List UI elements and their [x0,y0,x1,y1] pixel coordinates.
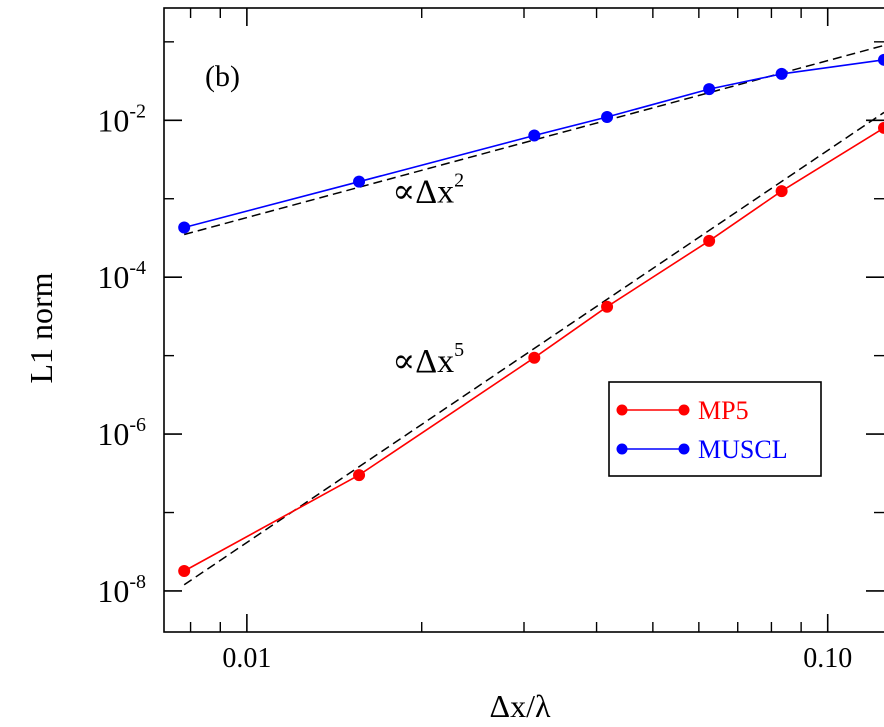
data-point-muscl [703,83,716,96]
y-tick-label: 10-8 [97,571,146,609]
y-tick-label: 10-4 [97,257,146,295]
y-tick-base: 10 [97,259,129,295]
data-point-mp5 [703,234,716,247]
reference-label-order-2: ∝Δx2 [392,170,464,211]
reference-labels: ∝Δx2∝Δx5 [392,170,464,380]
data-point-mp5 [878,121,884,134]
data-point-muscl [878,53,884,66]
y-axis-label: L1 norm [23,272,59,383]
data-point-mp5 [178,564,191,577]
data-point-mp5 [601,300,614,313]
data-point-mp5 [775,185,788,198]
data-point-muscl [528,129,541,142]
y-tick-base: 10 [97,416,129,452]
y-tick-exponent: -2 [129,100,146,122]
y-tick-label: 10-6 [97,414,146,452]
data-point-mp5 [353,469,366,482]
legend-marker-mp5-left [616,404,628,416]
reference-label-exponent: 2 [454,170,464,192]
plot-border [163,7,884,633]
data-point-mp5 [528,351,541,364]
legend-marker-muscl-left [616,443,628,455]
y-tick-label: 10-2 [97,100,146,138]
y-tick-exponent: -8 [129,571,146,593]
x-axis-label: Δx/λ [490,688,551,724]
y-tick-base: 10 [97,102,129,138]
data-point-muscl [353,175,366,188]
x-tick-label: 0.01 [222,643,271,674]
data-point-muscl [178,221,191,234]
legend-box [608,381,822,477]
reference-label-text: ∝Δx [392,343,454,380]
legend-label-muscl: MUSCL [698,435,788,464]
reference-label-order-5: ∝Δx5 [392,339,464,380]
legend-marker-muscl-right [678,443,690,455]
plot-frame [163,7,884,633]
y-tick-base: 10 [97,573,129,609]
reference-label-text: ∝Δx [392,174,454,211]
legend: MP5 MUSCL [608,381,822,477]
reference-line-order-5 [183,111,884,586]
data-point-muscl [601,111,614,124]
y-tick-exponent: -6 [129,414,146,436]
y-tick-exponent: -4 [129,257,146,279]
reference-label-exponent: 5 [454,339,464,361]
series-layer [178,53,884,577]
left-cut-tick-label: 0 [0,640,1,673]
x-tick-label: 0.10 [803,643,852,674]
panel-label: (b) [205,60,240,93]
legend-label-mp5: MP5 [698,396,749,425]
legend-marker-mp5-right [678,404,690,416]
data-point-muscl [775,67,788,80]
